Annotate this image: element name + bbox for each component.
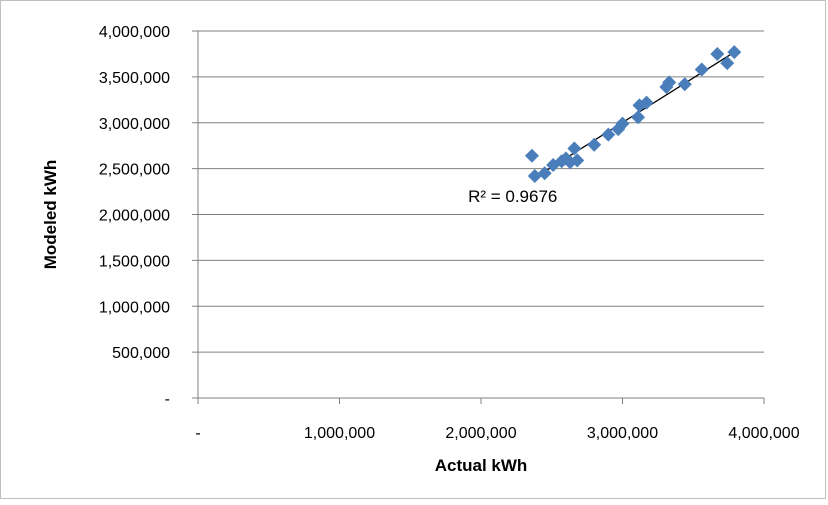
data-point [662, 75, 677, 90]
data-point [639, 95, 654, 110]
tick-labels: - 500,000 1,000,000 1,500,000 2,000,000 2,500… [99, 24, 800, 442]
y-tick-label: 2,000,000 [99, 208, 170, 225]
x-tick-label: 3,000,000 [587, 425, 658, 442]
x-tick-label: 1,000,000 [304, 425, 375, 442]
data-point [527, 168, 542, 183]
r-squared-annotation: R² = 0.9676 [468, 187, 557, 206]
data-point [631, 110, 646, 125]
data-point [601, 127, 616, 142]
y-tick-label: 3,000,000 [99, 116, 170, 133]
y-axis-title: Modeled kWh [41, 160, 60, 270]
data-point [727, 45, 742, 60]
data-point [524, 148, 539, 163]
x-tick-label: 4,000,000 [728, 425, 799, 442]
y-tick-label: 4,000,000 [99, 24, 170, 41]
data-point [587, 137, 602, 152]
data-point [570, 153, 585, 168]
x-axis-title: Actual kWh [435, 456, 528, 475]
axes [192, 30, 765, 404]
data-point [694, 62, 709, 77]
y-tick-label: 1,000,000 [99, 299, 170, 316]
data-point [615, 116, 630, 131]
y-tick-label: 1,500,000 [99, 253, 170, 270]
y-tick-label: 2,500,000 [99, 162, 170, 179]
y-tick-label: 3,500,000 [99, 70, 170, 87]
x-tick-label: 2,000,000 [445, 425, 516, 442]
y-tick-label: - [165, 391, 170, 408]
gridlines [198, 30, 764, 353]
data-point [710, 46, 725, 61]
y-tick-label: 500,000 [112, 345, 170, 362]
data-point [567, 141, 582, 156]
data-point [537, 166, 552, 181]
data-points [524, 45, 742, 183]
x-tick-label: - [195, 425, 200, 442]
data-point [720, 56, 735, 71]
data-point [677, 77, 692, 92]
